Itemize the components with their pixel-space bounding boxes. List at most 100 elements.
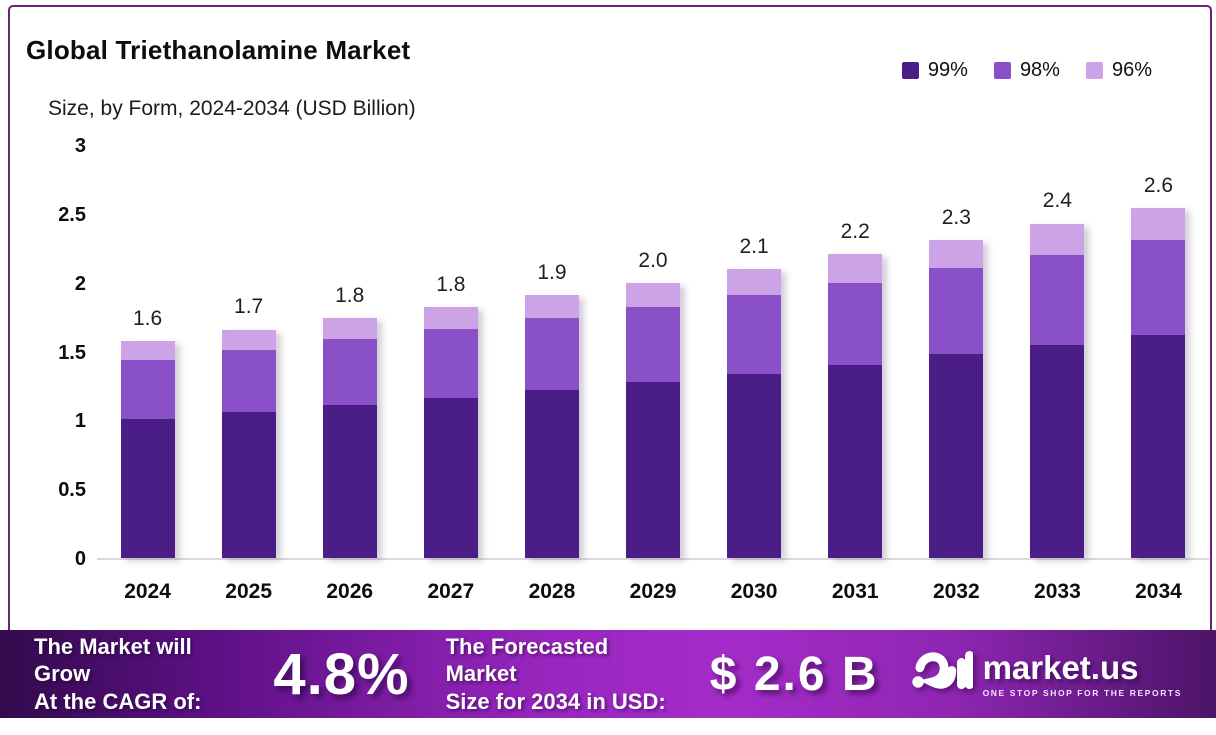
forecast-caption: The Forecasted Market Size for 2034 in U… <box>446 633 676 716</box>
bar-segment-2029-99% <box>626 381 681 558</box>
bar-segment-2027-96% <box>423 307 478 330</box>
legend-label: 99% <box>927 59 968 81</box>
bar-segment-2031-99% <box>828 365 883 558</box>
brand-text: market.us ONE STOP SHOP FOR THE REPORTS <box>983 651 1182 698</box>
brand-tagline: ONE STOP SHOP FOR THE REPORTS <box>982 687 1182 698</box>
legend-swatch-icon <box>901 62 919 79</box>
cagr-caption-line1: The Market will Grow <box>34 633 192 687</box>
bar-value-label: 2.4 <box>1042 189 1072 213</box>
bar-segment-2028-98% <box>524 318 579 391</box>
bar-stack-2025 <box>221 329 276 558</box>
bar-group-2026: 1.8 2026 <box>299 147 400 603</box>
bar-segment-2034-98% <box>1131 240 1186 335</box>
legend-item-99%: 99% <box>901 59 968 82</box>
bar-segment-2032-98% <box>929 267 984 355</box>
x-tick-label: 2027 <box>427 580 475 603</box>
y-axis: 0 0.5 1 1.5 2 2.5 3 <box>28 135 86 570</box>
bar-segment-2028-99% <box>524 390 579 558</box>
bar-segment-2032-96% <box>929 240 984 268</box>
bar-value-label: 2.1 <box>739 234 769 258</box>
forecast-caption-line2: Size for 2034 in USD: <box>445 688 666 714</box>
bar-segment-2026-99% <box>322 405 377 558</box>
bar-segment-2034-96% <box>1131 208 1186 240</box>
bar-value-label: 1.8 <box>335 284 365 308</box>
bar-segment-2032-99% <box>929 354 984 558</box>
x-tick-label: 2032 <box>932 580 980 603</box>
x-tick-label: 2024 <box>124 580 171 603</box>
x-tick-label: 2033 <box>1034 580 1081 603</box>
legend-item-96%: 96% <box>1085 59 1152 82</box>
bar-group-2024: 1.6 2024 <box>97 147 198 603</box>
bar-stack-2033 <box>1030 223 1085 558</box>
bar-segment-2026-96% <box>322 318 377 340</box>
bar-value-label: 2.6 <box>1143 174 1174 198</box>
bar-group-2028: 1.9 2028 <box>501 147 602 603</box>
bar-segment-2031-96% <box>828 253 883 283</box>
cagr-caption-line2: At the CAGR of: <box>34 688 202 714</box>
y-tick-label: 2 <box>74 272 86 295</box>
legend-label: 96% <box>1111 59 1152 81</box>
bar-segment-2030-96% <box>727 268 782 296</box>
y-tick-label: 2.5 <box>58 203 86 226</box>
bar-value-label: 1.6 <box>132 306 163 330</box>
bar-segment-2028-96% <box>524 295 579 319</box>
legend-swatch-icon <box>1085 62 1103 79</box>
cagr-caption: The Market will Grow At the CAGR of: <box>34 633 245 716</box>
x-tick-label: 2034 <box>1135 580 1182 603</box>
bar-value-label: 2.2 <box>840 219 870 243</box>
bar-segment-2030-99% <box>727 373 782 558</box>
legend-label: 98% <box>1019 59 1060 81</box>
bar-value-label: 1.9 <box>537 261 567 285</box>
bar-stack-2026 <box>322 318 377 558</box>
bar-segment-2033-96% <box>1030 223 1085 256</box>
bar-segment-2033-99% <box>1030 344 1085 558</box>
forecast-caption-line1: The Forecasted Market <box>445 633 609 687</box>
x-tick-label: 2029 <box>629 580 677 603</box>
bar-group-2031: 2.2 2031 <box>805 147 906 603</box>
bar-segment-2033-98% <box>1030 255 1085 345</box>
bar-segment-2024-99% <box>120 418 175 558</box>
legend-swatch-icon <box>993 62 1011 79</box>
bar-group-2025: 1.7 2025 <box>198 147 299 603</box>
y-tick-label: 0 <box>74 548 86 570</box>
x-tick-label: 2026 <box>326 580 374 603</box>
bar-segment-2025-98% <box>221 350 276 413</box>
brand-logo: market.us ONE STOP SHOP FOR THE REPORTS <box>911 646 1182 702</box>
bar-stack-2029 <box>626 282 681 558</box>
market-us-swirl-icon <box>911 650 973 690</box>
bar-stack-2031 <box>828 253 883 558</box>
plot-area: 1.6 2024 1.7 2025 1.8 2026 1.8 2027 1.9 2028 2.0 20… <box>97 147 1209 603</box>
y-tick-label: 1 <box>74 410 86 433</box>
bar-segment-2024-98% <box>120 359 175 419</box>
bar-stack-2028 <box>524 295 579 558</box>
x-tick-label: 2028 <box>528 580 576 603</box>
bar-group-2030: 2.1 2030 <box>704 147 805 603</box>
x-tick-label: 2030 <box>730 580 778 603</box>
bar-value-label: 1.7 <box>234 295 264 319</box>
bar-segment-2031-98% <box>828 282 883 366</box>
legend-item-98%: 98% <box>993 59 1060 82</box>
bar-segment-2030-98% <box>727 295 782 374</box>
bar-group-2034: 2.6 2034 <box>1108 147 1209 603</box>
bar-stack-2027 <box>423 307 478 558</box>
bar-stack-2024 <box>120 340 175 558</box>
chart-legend: 99% 98% 96% <box>901 59 1152 82</box>
forecast-value: $ 2.6 B <box>709 647 879 701</box>
bar-segment-2025-96% <box>221 329 276 351</box>
bar-segment-2027-99% <box>423 398 478 558</box>
chart-card: Global Triethanolamine Market Size, by F… <box>8 5 1212 718</box>
bar-group-2033: 2.4 2033 <box>1007 147 1108 603</box>
bar-value-label: 2.0 <box>638 248 668 272</box>
cagr-value: 4.8% <box>273 641 410 707</box>
bar-segment-2026-98% <box>322 339 377 406</box>
bar-value-label: 1.8 <box>436 273 466 297</box>
bar-stack-2032 <box>929 240 984 558</box>
x-tick-label: 2025 <box>225 580 272 603</box>
bar-stack-2034 <box>1131 208 1186 558</box>
bar-segment-2027-98% <box>423 329 478 399</box>
y-tick-label: 0.5 <box>58 479 86 502</box>
chart-subtitle: Size, by Form, 2024-2034 (USD Billion) <box>48 97 416 120</box>
bar-segment-2025-99% <box>221 412 276 558</box>
bar-segment-2029-98% <box>626 307 681 382</box>
y-tick-label: 1.5 <box>58 341 86 364</box>
